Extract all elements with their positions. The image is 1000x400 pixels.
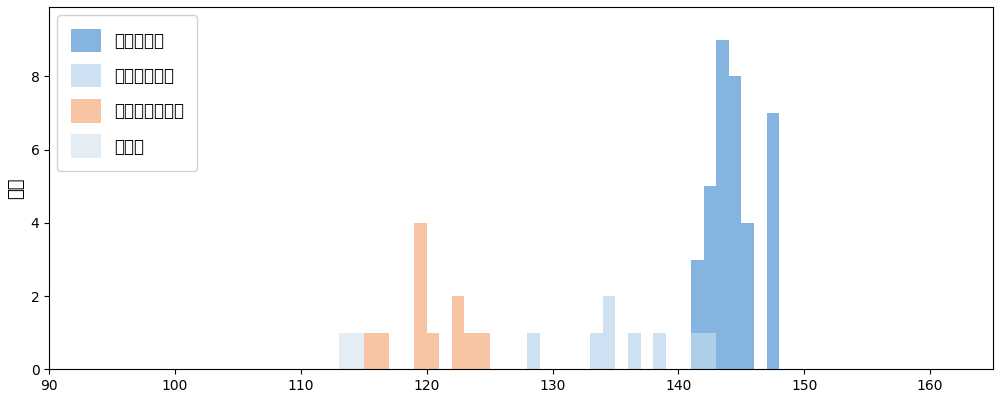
Bar [628, 333, 641, 369]
Bar [691, 260, 704, 369]
Bar [704, 333, 716, 369]
Bar [339, 333, 351, 369]
Y-axis label: 球数: 球数 [7, 177, 25, 199]
Bar [364, 333, 376, 369]
Bar [427, 333, 439, 369]
Bar [376, 333, 389, 369]
Bar [464, 333, 477, 369]
Bar [767, 113, 779, 369]
Bar [603, 296, 615, 369]
Bar [704, 186, 716, 369]
Bar [414, 223, 427, 369]
Bar [452, 296, 464, 369]
Legend: ストレート, カットボール, チェンジアップ, カーブ: ストレート, カットボール, チェンジアップ, カーブ [57, 15, 197, 171]
Bar [351, 333, 364, 369]
Bar [741, 223, 754, 369]
Bar [527, 333, 540, 369]
Bar [729, 76, 741, 369]
Bar [653, 333, 666, 369]
Bar [590, 333, 603, 369]
Bar [691, 333, 704, 369]
Bar [716, 40, 729, 369]
Bar [477, 333, 490, 369]
